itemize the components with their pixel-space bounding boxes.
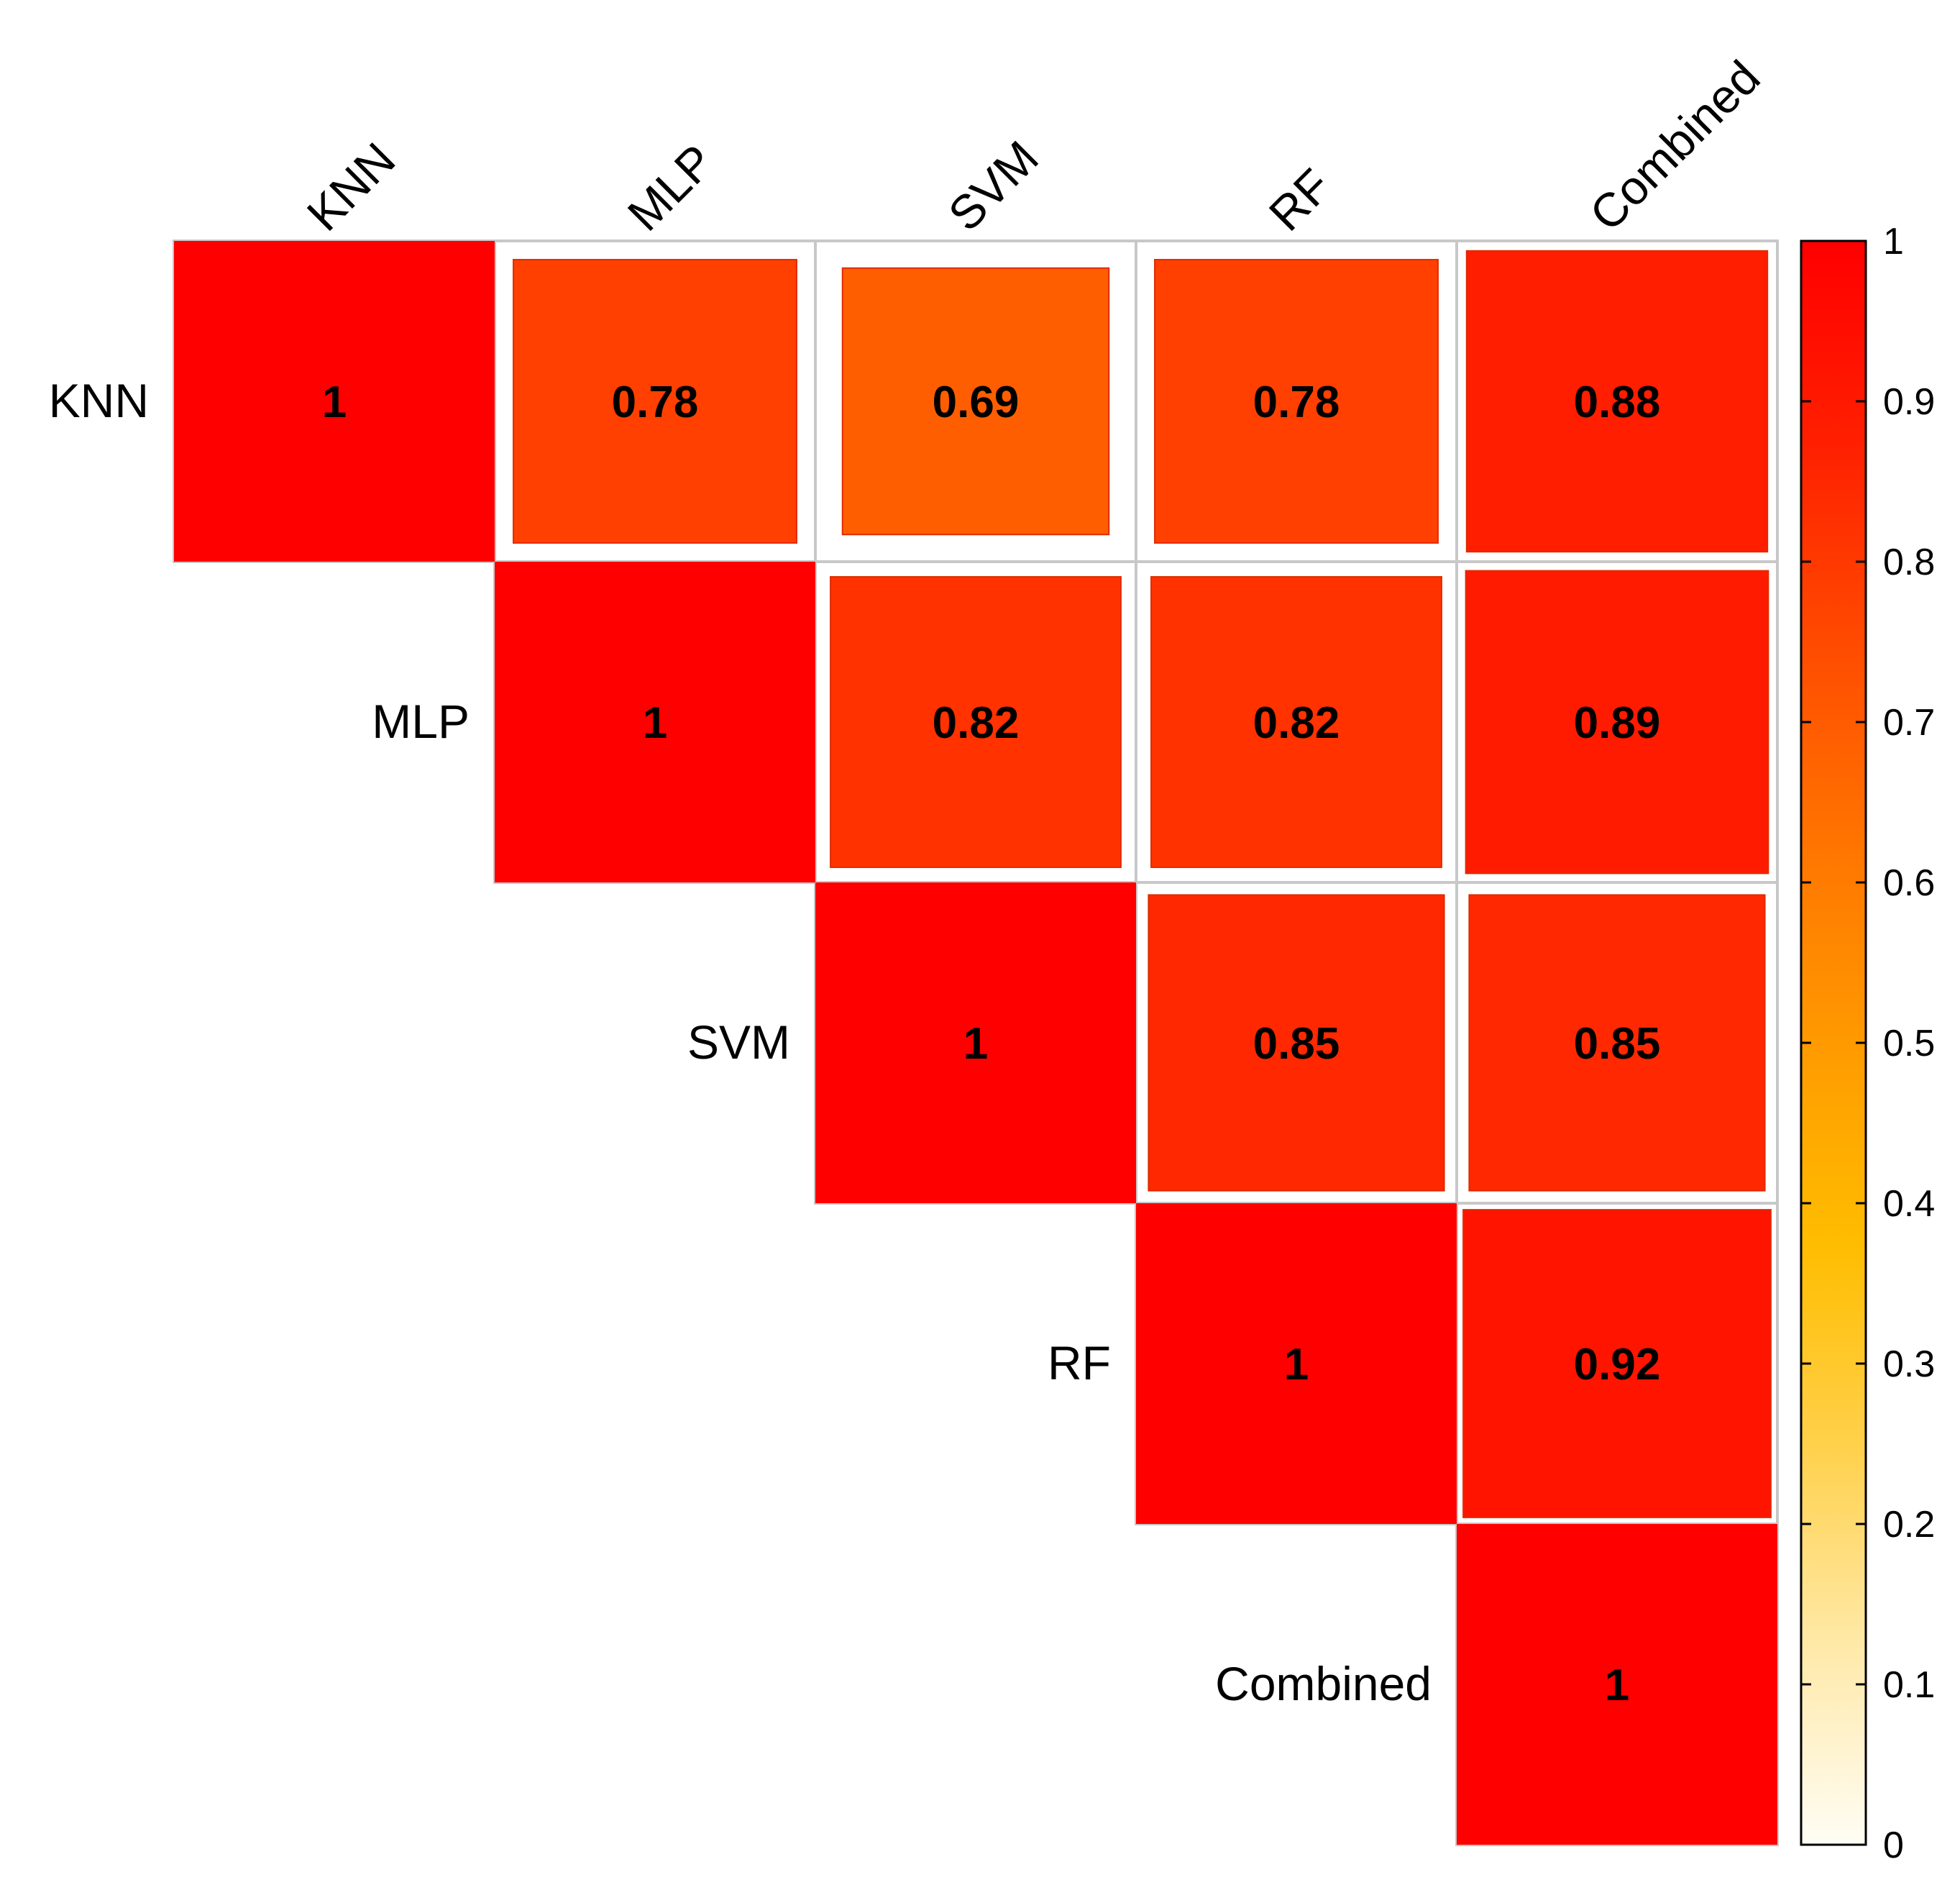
column-label: MLP xyxy=(618,134,724,241)
cell-value-label: 1 xyxy=(963,1019,988,1069)
column-label: Combined xyxy=(1580,50,1770,241)
colorbar-tick-label: 0.9 xyxy=(1883,381,1935,423)
cell-value-label: 0.69 xyxy=(933,378,1020,427)
cell-value-label: 1 xyxy=(1605,1661,1629,1710)
colorbar-tick-label: 0.5 xyxy=(1883,1023,1935,1064)
colorbar: 0 0.1 0.2 0.3 0.4 0.5 0.6 0.7 0.8 0.9 1 xyxy=(1801,221,1935,1866)
column-label: RF xyxy=(1259,158,1342,241)
row-label: Combined xyxy=(1215,1657,1432,1710)
cell-value-label: 0.78 xyxy=(612,378,699,427)
cell-value-label: 0.78 xyxy=(1253,378,1340,427)
row-label: MLP xyxy=(372,695,470,748)
cell-value-label: 0.85 xyxy=(1253,1019,1340,1069)
colorbar-tick-label: 0 xyxy=(1883,1825,1904,1866)
colorbar-tick-label: 0.3 xyxy=(1883,1343,1935,1385)
colorbar-tick-label: 1 xyxy=(1883,221,1904,263)
colorbar-tick-label: 0.4 xyxy=(1883,1183,1935,1225)
cells: 1 0.78 0.69 0.78 0.88 1 0.82 0.82 0.89 1 0.85 0.85 1… xyxy=(174,241,1777,1845)
colorbar-tick-label: 0.8 xyxy=(1883,542,1935,583)
cell-value-label: 0.88 xyxy=(1574,378,1661,427)
row-label: KNN xyxy=(49,374,149,427)
colorbar-tick-label: 0.1 xyxy=(1883,1664,1935,1706)
row-label: RF xyxy=(1048,1336,1111,1389)
colorbar-tick-label: 0.2 xyxy=(1883,1504,1935,1546)
cell-value-label: 1 xyxy=(322,378,347,427)
cell-value-label: 0.85 xyxy=(1574,1019,1661,1069)
colorbar-tick-label: 0.7 xyxy=(1883,702,1935,744)
cell-value-label: 0.82 xyxy=(1253,698,1340,748)
cell-value-label: 1 xyxy=(1284,1340,1309,1389)
colorbar-tick-label: 0.6 xyxy=(1883,862,1935,904)
cell-value-label: 0.82 xyxy=(933,698,1020,748)
column-label: SVM xyxy=(938,130,1048,240)
row-label: SVM xyxy=(687,1015,790,1069)
cell-value-label: 0.92 xyxy=(1574,1340,1661,1389)
cell-value-label: 0.89 xyxy=(1574,698,1661,748)
column-label: KNN xyxy=(297,132,406,241)
cell-value-label: 1 xyxy=(643,698,667,748)
correlation-chart: 1 0.78 0.69 0.78 0.88 1 0.82 0.82 0.89 1 0.85 0.85 1… xyxy=(0,0,1960,1885)
